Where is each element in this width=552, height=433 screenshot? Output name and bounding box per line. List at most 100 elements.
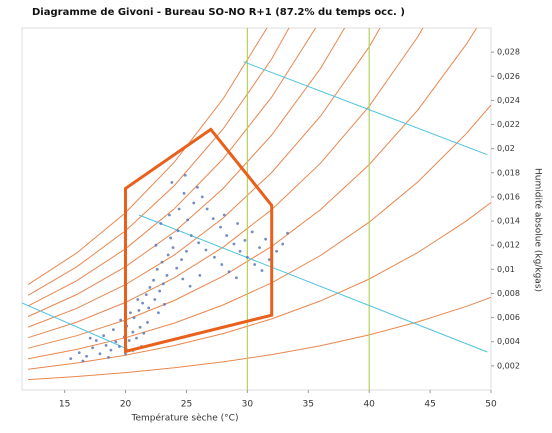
x-tick-label: 15 xyxy=(59,400,70,410)
y-axis-label: Humidité absolue (kg/kgas) xyxy=(533,168,544,292)
data-point xyxy=(137,308,141,312)
x-tick-label: 30 xyxy=(242,400,254,410)
data-point xyxy=(119,318,123,322)
data-point xyxy=(138,325,142,329)
data-point xyxy=(169,236,173,240)
data-point xyxy=(153,298,157,301)
data-point xyxy=(155,267,159,271)
data-point xyxy=(222,213,226,217)
rh-curve xyxy=(27,28,381,328)
plot-frame xyxy=(21,27,492,391)
comfort-zone xyxy=(124,127,274,354)
data-point xyxy=(185,249,188,253)
wet-bulb-line xyxy=(22,302,135,353)
data-point xyxy=(157,311,160,315)
data-point xyxy=(142,331,146,335)
data-point xyxy=(204,248,208,252)
data-point xyxy=(176,229,180,233)
data-point xyxy=(200,195,204,199)
data-point xyxy=(170,181,174,184)
data-point xyxy=(275,249,278,253)
data-point xyxy=(148,286,152,289)
data-point xyxy=(183,173,187,177)
data-point xyxy=(235,276,238,280)
data-point xyxy=(159,222,163,225)
plot-area xyxy=(22,28,491,390)
data-point xyxy=(232,242,236,246)
x-axis-label: Température sèche (°C) xyxy=(131,413,239,424)
data-point xyxy=(192,201,196,205)
data-point xyxy=(243,238,247,242)
data-point xyxy=(127,339,131,342)
data-point xyxy=(158,289,162,293)
data-point xyxy=(181,277,185,281)
data-point xyxy=(225,234,229,237)
data-point xyxy=(135,336,138,340)
y-tick-label: 0,028 xyxy=(497,48,520,57)
data-point xyxy=(129,311,132,315)
data-point xyxy=(245,255,249,259)
data-point xyxy=(77,351,81,354)
data-point xyxy=(102,334,106,338)
y-tick-label: 0,008 xyxy=(497,289,520,298)
x-tick-label: 50 xyxy=(485,400,497,410)
data-point xyxy=(168,213,171,217)
data-point xyxy=(161,282,165,286)
x-tick-label: 40 xyxy=(363,400,375,410)
data-point xyxy=(219,225,222,229)
data-point xyxy=(238,249,242,253)
chart-title: Diagramme de Givoni - Bureau SO-NO R+1 (… xyxy=(32,7,405,18)
data-point xyxy=(227,270,231,274)
data-point xyxy=(205,207,209,211)
data-point xyxy=(250,230,254,234)
data-point xyxy=(264,237,268,241)
y-tick-label: 0,026 xyxy=(497,72,520,81)
x-tick-label: 20 xyxy=(120,400,132,410)
data-point xyxy=(81,359,85,363)
rh-curve xyxy=(27,28,346,317)
data-point xyxy=(253,263,257,266)
data-point xyxy=(260,269,264,272)
data-point xyxy=(175,266,179,270)
data-point xyxy=(186,218,190,222)
data-point xyxy=(165,273,169,277)
data-point xyxy=(236,222,240,225)
data-point xyxy=(88,336,92,340)
wet-bulb-line xyxy=(243,61,488,156)
data-point xyxy=(197,241,201,245)
y-tick-label: 0,022 xyxy=(497,120,520,129)
data-point xyxy=(131,330,135,334)
y-tick-label: 0,016 xyxy=(497,192,520,201)
wet-bulb-line xyxy=(138,214,488,353)
rh-curve xyxy=(27,28,268,286)
data-point xyxy=(182,191,186,195)
data-point xyxy=(258,246,261,250)
data-point xyxy=(91,346,95,350)
data-point xyxy=(196,185,199,189)
data-point xyxy=(85,354,88,358)
data-point xyxy=(198,273,202,277)
data-point xyxy=(107,356,110,359)
y-tick-label: 0,002 xyxy=(497,361,520,370)
data-point xyxy=(286,231,289,235)
rh-curve xyxy=(28,296,491,381)
data-point xyxy=(146,321,149,324)
rh-curve xyxy=(27,28,290,296)
y-tick-label: 0,02 xyxy=(497,144,515,153)
data-point xyxy=(154,243,158,247)
y-tick-label: 0,024 xyxy=(497,96,520,105)
data-point xyxy=(211,217,215,221)
data-point xyxy=(220,263,224,266)
data-point xyxy=(141,301,145,305)
data-point xyxy=(111,328,115,332)
data-point xyxy=(98,352,102,356)
data-point xyxy=(180,258,183,262)
data-point xyxy=(104,343,108,347)
data-point xyxy=(152,278,155,282)
data-point xyxy=(160,260,164,264)
data-point xyxy=(189,234,193,237)
x-tick-label: 25 xyxy=(181,400,192,410)
